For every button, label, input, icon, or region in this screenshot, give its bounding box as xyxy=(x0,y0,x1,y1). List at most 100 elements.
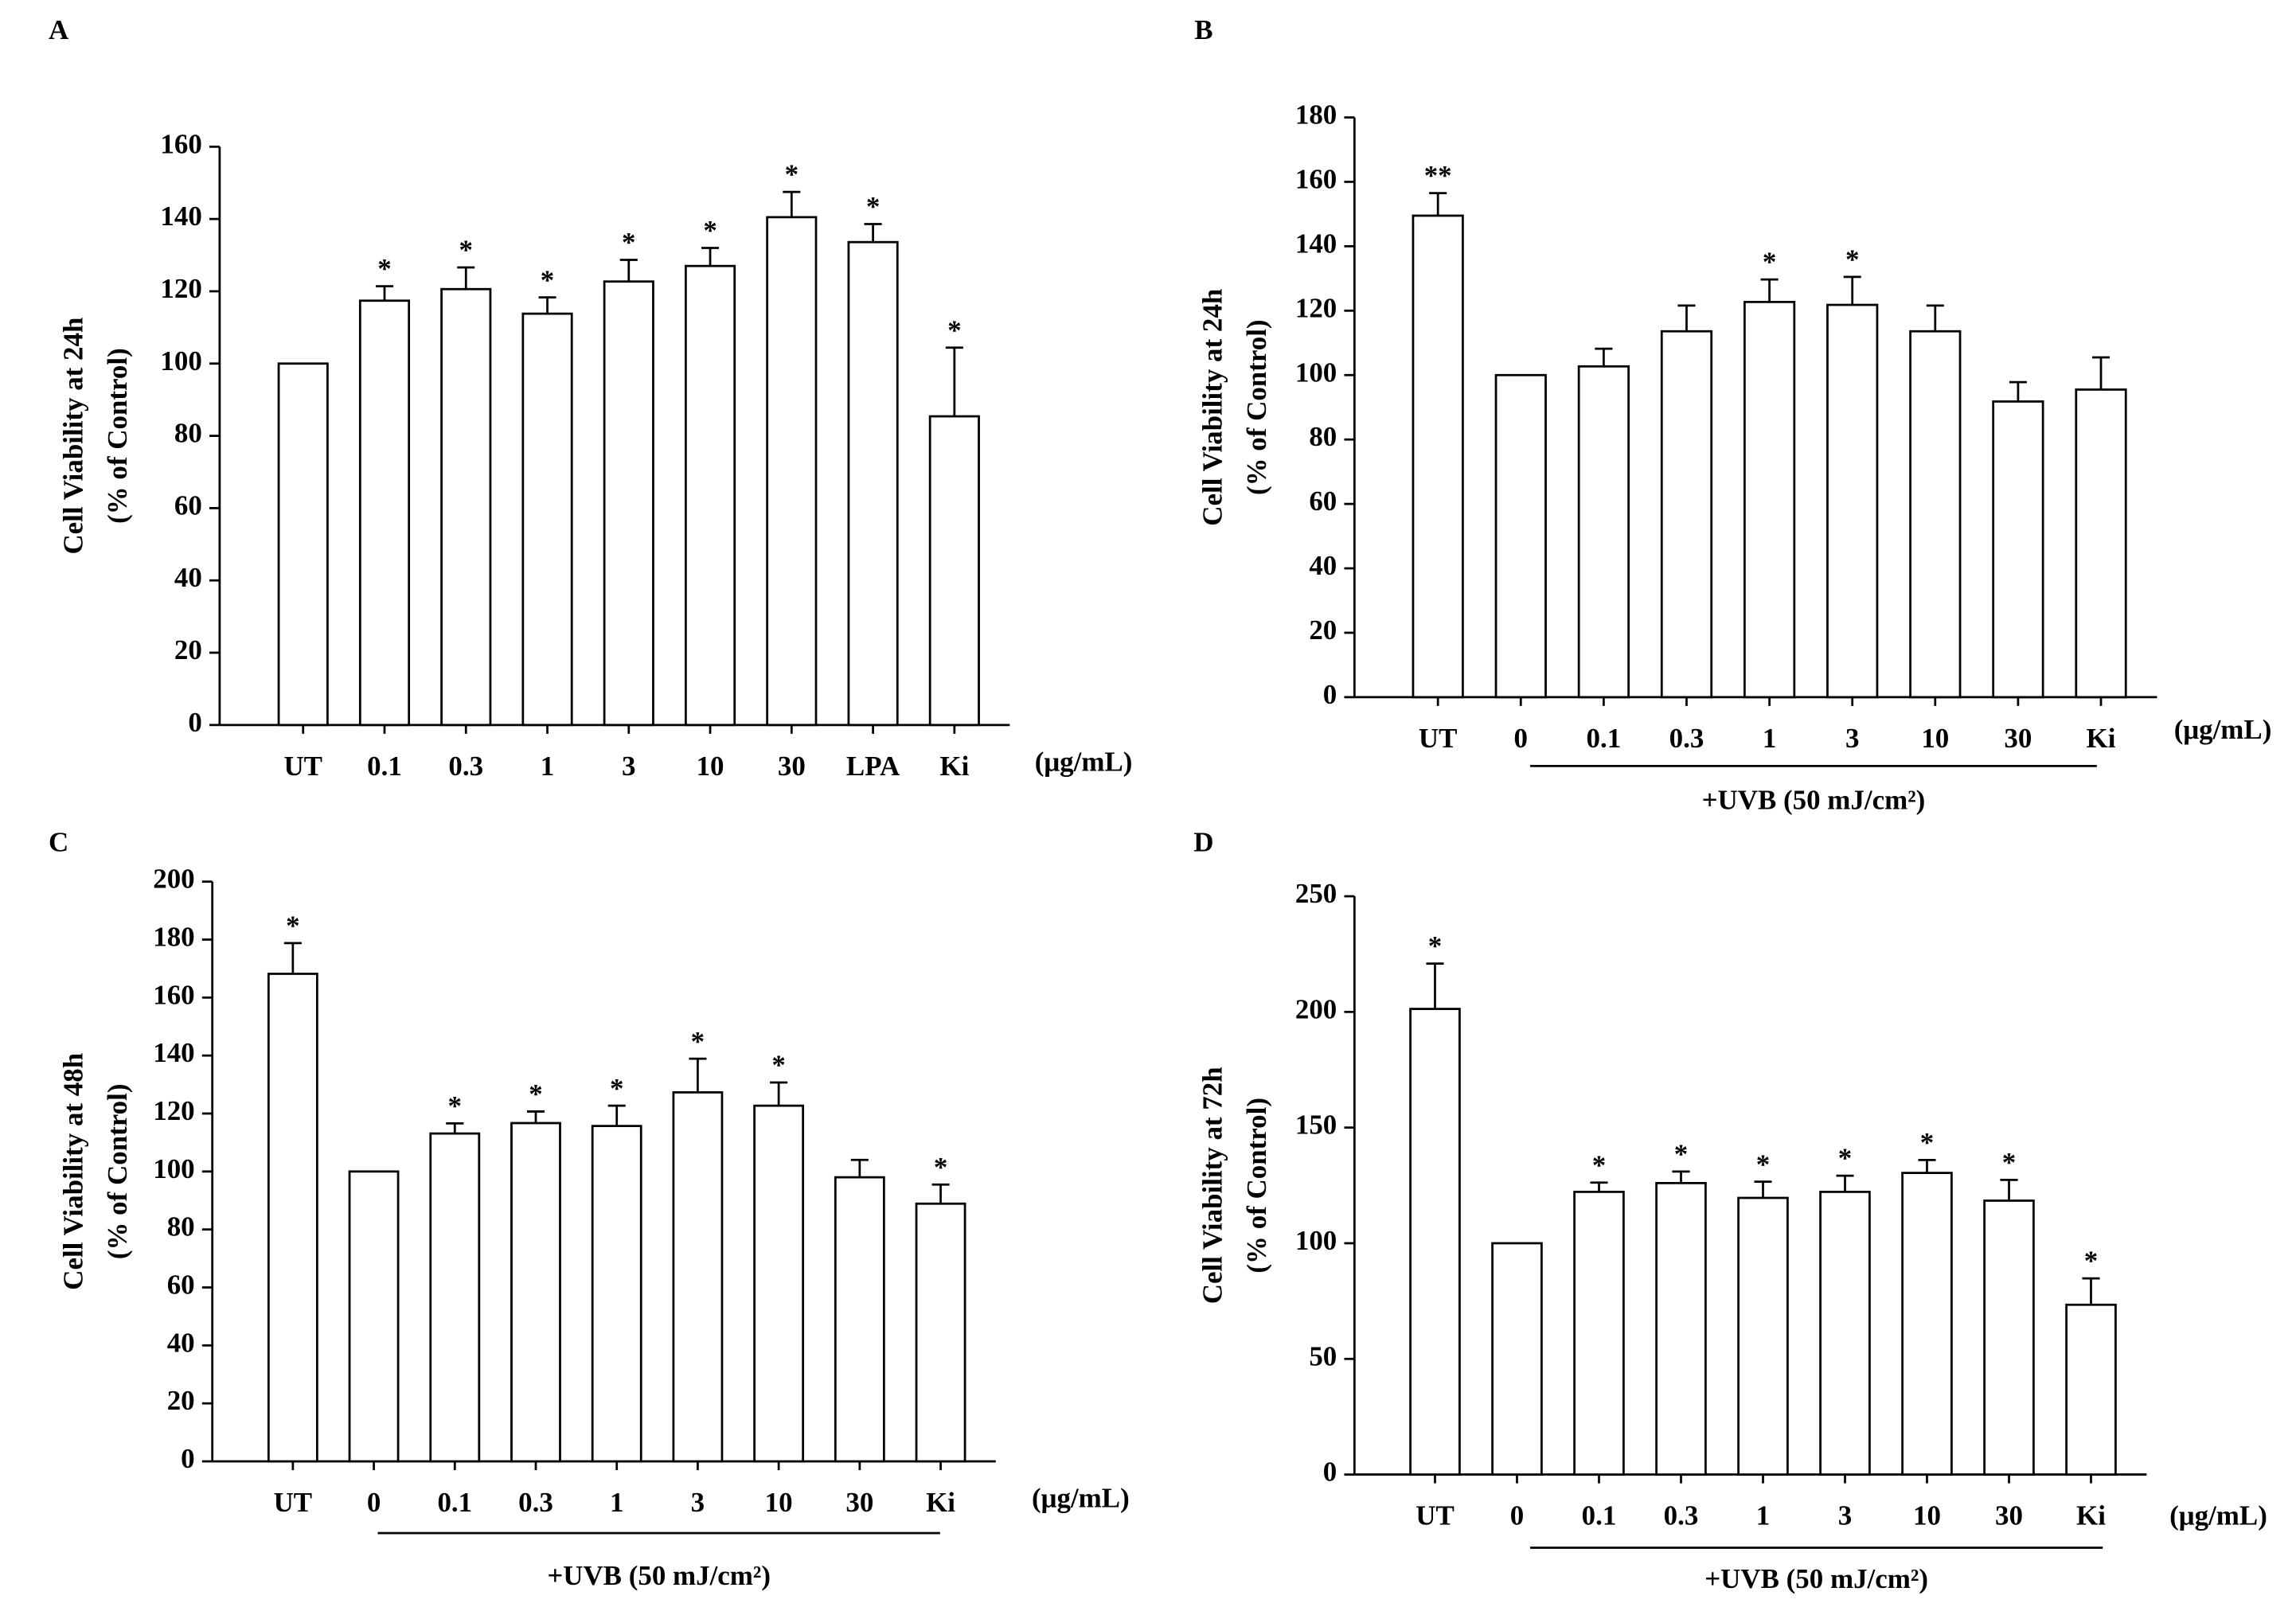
significance-mark: ** xyxy=(1424,160,1452,191)
bar xyxy=(2065,1303,2117,1476)
significance-mark: * xyxy=(771,1050,785,1081)
bar xyxy=(1909,330,1962,699)
bar xyxy=(847,240,899,727)
x-tick-label: 0.3 xyxy=(1669,723,1704,754)
x-tick-label: 0.3 xyxy=(1664,1500,1699,1531)
y-axis-label: (% of Control) xyxy=(1241,1098,1272,1274)
bar xyxy=(1655,1182,1707,1476)
bar xyxy=(1573,1191,1625,1476)
bar xyxy=(2075,388,2127,699)
x-tick-label: UT xyxy=(1419,723,1458,754)
x-tick-label: 0 xyxy=(1514,723,1528,754)
bar xyxy=(915,1202,966,1463)
unit-label: (μg/mL) xyxy=(2169,1500,2267,1531)
x-tick-label: UT xyxy=(283,751,322,782)
y-axis-label: (% of Control) xyxy=(102,348,133,524)
significance-mark: * xyxy=(377,253,391,284)
x-tick-label: Ki xyxy=(2076,1500,2106,1531)
significance-mark: * xyxy=(1920,1127,1934,1158)
x-tick-label: 0.3 xyxy=(518,1487,553,1518)
significance-mark: * xyxy=(866,191,880,222)
x-tick-label: 10 xyxy=(697,751,724,782)
y-tick-label: 200 xyxy=(153,864,194,895)
group-label: +UVB (50 mJ/cm²) xyxy=(547,1560,771,1591)
significance-mark: * xyxy=(691,1026,705,1057)
significance-mark: * xyxy=(2084,1246,2098,1277)
bar xyxy=(1409,1008,1461,1476)
y-axis-label: (% of Control) xyxy=(1241,319,1272,495)
x-tick-label: 0.3 xyxy=(448,751,483,782)
x-tick-label: 30 xyxy=(1995,1500,2023,1531)
significance-mark: * xyxy=(459,235,473,266)
unit-label: (μg/mL) xyxy=(1032,1483,1130,1514)
significance-mark: * xyxy=(934,1152,947,1183)
unit-label: (μg/mL) xyxy=(1035,747,1133,778)
significance-mark: * xyxy=(2002,1147,2016,1178)
y-tick-label: 100 xyxy=(160,345,201,376)
significance-mark: * xyxy=(1674,1138,1688,1169)
bar xyxy=(766,216,818,727)
y-axis-label: (% of Control) xyxy=(102,1084,133,1260)
bar xyxy=(1737,1196,1789,1476)
panel-label: C xyxy=(49,827,68,858)
y-tick-label: 20 xyxy=(174,634,202,665)
bar xyxy=(1826,303,1879,699)
significance-mark: * xyxy=(703,215,717,246)
bar xyxy=(1577,365,1630,699)
y-tick-label: 40 xyxy=(167,1327,195,1358)
x-tick-label: 0.1 xyxy=(1582,1500,1617,1531)
y-tick-label: 120 xyxy=(1295,292,1337,323)
bar xyxy=(1491,1242,1543,1476)
significance-mark: * xyxy=(1428,930,1442,962)
bar xyxy=(348,1170,400,1463)
panel-label: D xyxy=(1193,827,1213,858)
x-tick-label: 30 xyxy=(845,1487,873,1518)
bar xyxy=(1743,301,1796,699)
bar xyxy=(928,415,980,727)
x-tick-label: Ki xyxy=(926,1487,955,1518)
y-tick-label: 60 xyxy=(1309,486,1337,517)
y-axis-label: Cell Viability at 48h xyxy=(58,1053,89,1290)
x-tick-label: 0.1 xyxy=(1587,723,1622,754)
x-tick-label: 3 xyxy=(691,1487,705,1518)
significance-mark: * xyxy=(785,159,799,190)
y-tick-label: 60 xyxy=(174,490,202,521)
bar xyxy=(358,299,411,727)
y-tick-label: 180 xyxy=(1295,99,1337,131)
bar xyxy=(277,362,329,727)
y-tick-label: 0 xyxy=(188,707,201,738)
y-axis-label: Cell Viability at 72h xyxy=(1197,1067,1228,1304)
x-tick-label: 1 xyxy=(1763,723,1776,754)
y-tick-label: 100 xyxy=(153,1153,194,1184)
y-tick-label: 160 xyxy=(153,979,194,1010)
y-tick-label: 150 xyxy=(1295,1110,1337,1141)
y-tick-label: 20 xyxy=(167,1385,195,1416)
x-tick-label: 10 xyxy=(1913,1500,1941,1531)
bar xyxy=(1412,214,1464,699)
y-tick-label: 120 xyxy=(153,1095,194,1126)
y-tick-label: 140 xyxy=(160,201,201,232)
y-tick-label: 120 xyxy=(160,273,201,304)
bar xyxy=(1901,1172,1953,1476)
y-tick-label: 160 xyxy=(1295,163,1337,194)
x-tick-label: 10 xyxy=(1921,723,1949,754)
y-tick-label: 40 xyxy=(174,562,202,593)
y-tick-label: 0 xyxy=(1323,1457,1337,1488)
x-tick-label: 30 xyxy=(2004,723,2032,754)
significance-mark: * xyxy=(286,910,299,941)
x-tick-label: UT xyxy=(1415,1500,1455,1531)
bar xyxy=(834,1176,885,1463)
y-tick-label: 140 xyxy=(1295,228,1337,259)
significance-mark: * xyxy=(541,264,554,295)
x-tick-label: 3 xyxy=(1845,723,1859,754)
y-tick-label: 100 xyxy=(1295,1225,1337,1256)
significance-mark: * xyxy=(947,314,961,345)
x-tick-label: Ki xyxy=(939,751,969,782)
bar xyxy=(753,1104,805,1463)
bar xyxy=(603,280,654,727)
bar xyxy=(684,264,736,727)
x-tick-label: 0 xyxy=(1510,1500,1524,1531)
x-tick-label: 0.1 xyxy=(367,751,402,782)
